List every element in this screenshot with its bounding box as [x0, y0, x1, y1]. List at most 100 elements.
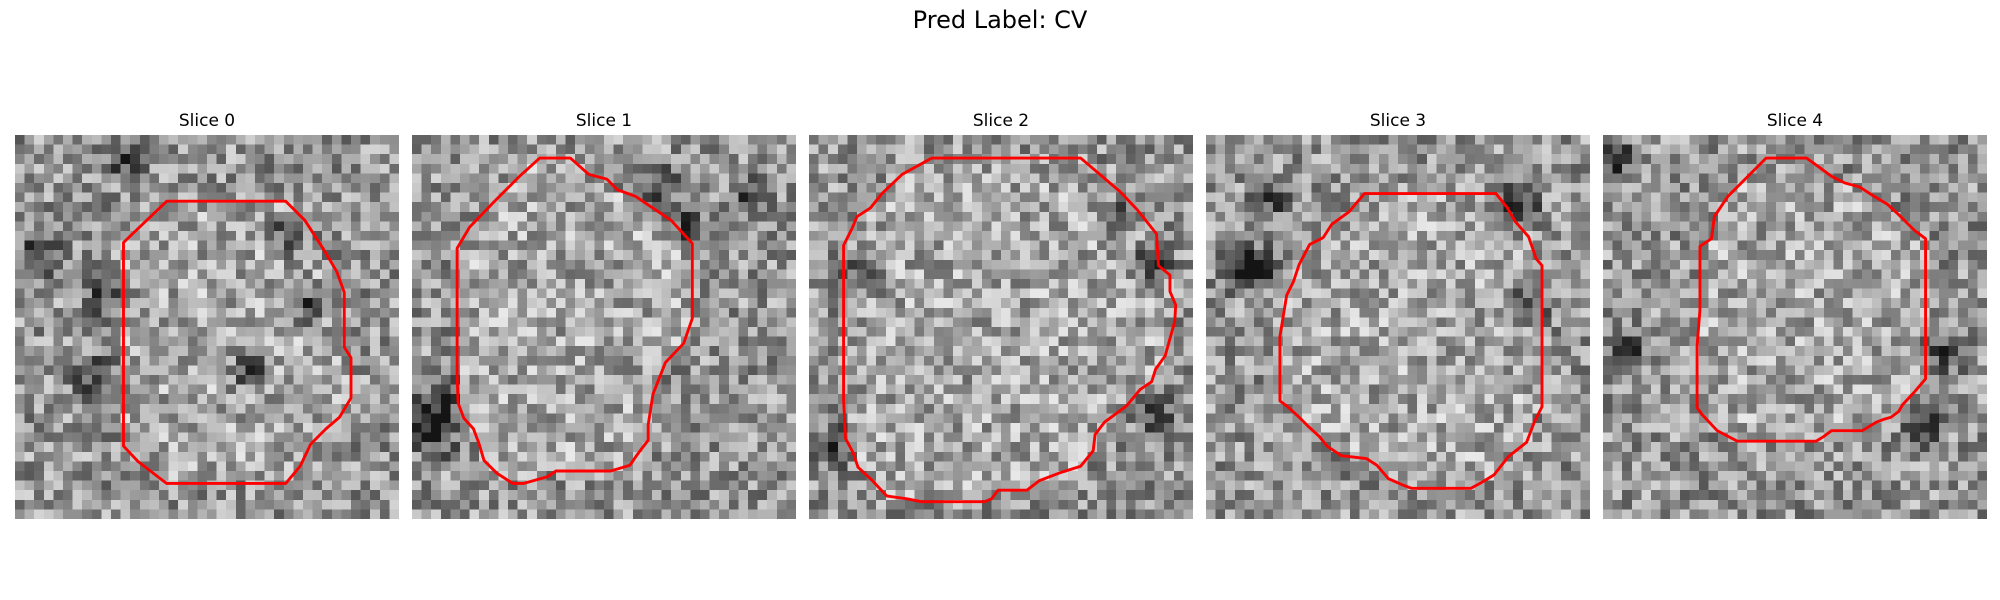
pixel	[680, 490, 691, 500]
pixel	[757, 183, 768, 193]
pixel	[226, 451, 236, 462]
pixel	[556, 173, 566, 184]
pixel	[642, 259, 653, 270]
pixel	[728, 499, 739, 510]
pixel	[312, 269, 323, 280]
pixel	[82, 442, 92, 452]
pixel	[1116, 346, 1126, 356]
pixel	[207, 346, 217, 356]
pixel	[63, 192, 73, 203]
pixel	[187, 355, 198, 366]
pixel	[517, 192, 528, 203]
pixel	[1173, 288, 1184, 299]
pixel	[527, 413, 537, 424]
pixel	[776, 346, 787, 356]
pixel	[709, 346, 720, 356]
pixel	[101, 269, 112, 280]
pixel	[623, 202, 633, 212]
pixel	[536, 317, 547, 328]
pixel	[168, 211, 179, 222]
pixel	[139, 211, 150, 222]
pixel	[748, 384, 758, 395]
pixel	[101, 163, 112, 174]
pixel	[120, 144, 131, 155]
pixel	[1097, 346, 1107, 356]
pixel	[1561, 144, 1571, 155]
pixel	[1116, 461, 1126, 472]
pixel	[293, 298, 304, 308]
pixel	[991, 451, 1002, 462]
pixel	[584, 250, 595, 260]
pixel	[149, 154, 160, 164]
pixel	[312, 461, 323, 472]
pixel	[469, 384, 480, 395]
pixel	[1561, 163, 1571, 174]
pixel	[1010, 250, 1021, 260]
pixel	[1077, 336, 1088, 347]
pixel	[303, 317, 313, 328]
pixel	[207, 269, 217, 280]
pixel	[933, 307, 944, 318]
pixel	[15, 432, 25, 443]
pixel	[991, 307, 1002, 318]
pixel	[1125, 365, 1136, 376]
pixel	[187, 288, 198, 299]
pixel	[1029, 163, 1040, 174]
pixel	[159, 259, 169, 270]
pixel	[953, 240, 963, 251]
pixel	[786, 423, 796, 433]
pixel	[226, 490, 236, 500]
pixel	[1049, 384, 1059, 395]
pixel	[556, 346, 566, 356]
pixel	[1503, 144, 1514, 155]
pixel	[351, 490, 361, 500]
pixel	[111, 192, 121, 203]
pixel	[1183, 394, 1193, 404]
pixel	[776, 403, 787, 414]
pixel	[216, 192, 227, 203]
pixel	[450, 384, 461, 395]
pixel	[207, 211, 217, 222]
pixel	[857, 298, 867, 308]
pixel	[149, 183, 160, 193]
pixel	[719, 490, 729, 500]
pixel	[111, 432, 121, 443]
pixel	[933, 183, 944, 193]
pixel	[264, 135, 275, 145]
pixel	[1145, 202, 1155, 212]
pixel	[661, 490, 672, 500]
pixel	[905, 432, 915, 443]
pixel	[421, 432, 432, 443]
pixel	[671, 307, 681, 318]
pixel	[498, 144, 509, 155]
pixel	[748, 327, 758, 337]
pixel	[15, 144, 25, 155]
pixel	[139, 307, 150, 318]
pixel	[1282, 144, 1293, 155]
pixel	[226, 509, 236, 519]
pixel	[1125, 163, 1136, 174]
pixel	[149, 490, 160, 500]
pixel	[370, 231, 380, 241]
pixel	[216, 183, 227, 193]
pixel	[680, 499, 691, 510]
pixel	[527, 490, 537, 500]
pixel	[331, 317, 342, 328]
pixel	[331, 499, 342, 510]
pixel	[1020, 279, 1030, 289]
pixel	[556, 269, 566, 280]
pixel	[991, 327, 1002, 337]
pixel	[235, 461, 246, 472]
pixel	[1020, 394, 1030, 404]
pixel	[847, 327, 858, 337]
pixel	[440, 279, 451, 289]
pixel	[72, 240, 83, 251]
pixel	[866, 384, 877, 395]
pixel	[72, 365, 83, 376]
pixel	[962, 250, 973, 260]
pixel	[1173, 336, 1184, 347]
pixel	[178, 375, 188, 385]
pixel	[924, 307, 934, 318]
pixel	[642, 279, 653, 289]
pixel	[818, 183, 829, 193]
